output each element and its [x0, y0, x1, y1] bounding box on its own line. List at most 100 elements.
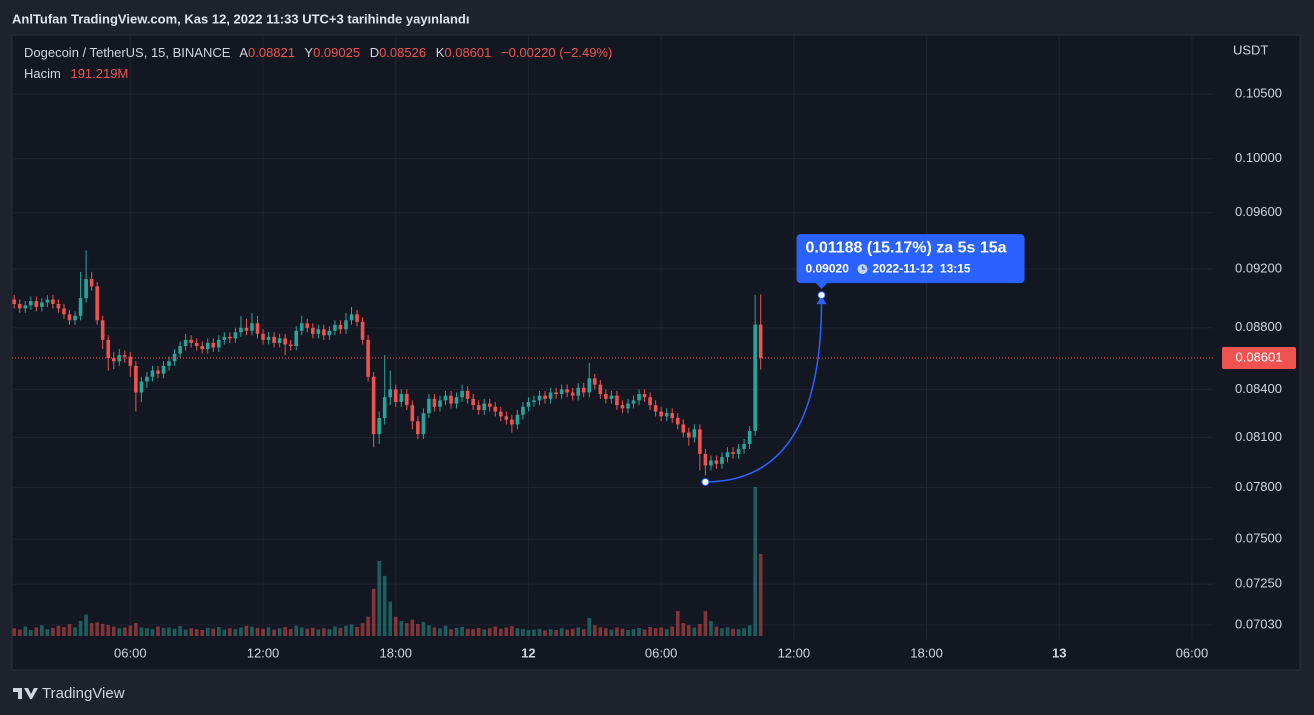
volume-bar: [128, 625, 133, 636]
candle-body: [283, 338, 287, 345]
candle-body: [311, 327, 315, 334]
high-value: 0.09025: [313, 45, 360, 60]
logo: TradingView: [13, 685, 125, 702]
x-tick-label: 13: [1052, 645, 1066, 660]
volume-bar: [272, 629, 276, 636]
candle-body: [322, 329, 326, 336]
volume-bar: [642, 629, 647, 636]
y-tick-label: 0.09200: [1235, 260, 1282, 275]
volume-bar: [482, 629, 487, 636]
candle-body: [421, 413, 426, 435]
volume-bar: [604, 628, 608, 636]
volume-bar: [211, 628, 216, 636]
volume-bar: [78, 620, 83, 636]
volume-bar: [537, 628, 542, 636]
x-tick-label: 06:00: [114, 645, 147, 660]
volume-bar: [244, 625, 249, 636]
candle-body: [399, 394, 404, 402]
candle-body: [261, 333, 265, 340]
candle-body: [637, 394, 641, 401]
volume-bar: [377, 560, 381, 636]
y-tick-label: 0.07500: [1235, 531, 1282, 546]
candle-body: [703, 453, 708, 466]
volume-bar: [84, 614, 88, 636]
volume-bar: [134, 623, 138, 636]
volume-bar: [189, 628, 193, 636]
volume-bar: [609, 629, 614, 636]
volume-bar: [510, 626, 514, 636]
candle-body: [200, 345, 205, 350]
candle-body: [161, 365, 166, 374]
candle-body: [615, 395, 619, 406]
volume-bar: [277, 628, 282, 636]
y-tick-label: 0.09600: [1235, 204, 1282, 219]
page-title: AnlTufan TradingView.com, Kas 12, 2022 1…: [12, 11, 469, 26]
candle-body: [338, 324, 343, 330]
volume-bar: [266, 627, 271, 636]
candle-body: [581, 387, 586, 393]
volume-bar: [598, 627, 603, 636]
volume-bar: [570, 628, 575, 636]
candle-body: [382, 397, 387, 418]
volume-bar: [150, 629, 155, 636]
volume-bar: [626, 629, 630, 636]
volume-bar: [288, 629, 293, 636]
candle-body: [371, 376, 376, 435]
candle-body: [40, 302, 44, 307]
y-tick-label: 0.07250: [1235, 576, 1282, 591]
volume-bar: [205, 627, 210, 636]
volume-bar: [56, 625, 61, 636]
candle-body: [360, 321, 365, 340]
y-tick-label: 0.08400: [1235, 381, 1282, 396]
candle-body: [753, 324, 757, 431]
x-tick-label: 12: [521, 645, 535, 660]
candle-body: [598, 384, 603, 395]
volume-bar: [731, 628, 735, 636]
candle-body: [405, 394, 409, 406]
candle-body: [67, 314, 72, 321]
volume-bar: [515, 628, 520, 636]
candle-body: [604, 394, 608, 399]
volume-bar: [217, 626, 221, 636]
volume-bar: [156, 626, 160, 636]
candle-body: [12, 299, 17, 304]
volume-bar: [421, 621, 426, 636]
candle-body: [648, 397, 652, 406]
last-price-label: 0.08601: [1236, 349, 1283, 364]
volume-bar: [366, 616, 370, 636]
volume-bar: [299, 627, 304, 636]
volume-bar: [145, 628, 149, 636]
annotation-box: [796, 234, 1025, 284]
candle-body: [294, 330, 299, 346]
candle-body: [167, 361, 171, 366]
volume-bar: [526, 629, 531, 636]
candle-body: [499, 411, 503, 417]
candle-body: [128, 356, 133, 366]
candle-body: [266, 336, 271, 340]
volume-bar: [487, 628, 492, 636]
ohlc-letter: Y: [304, 45, 313, 60]
candle-body: [427, 398, 431, 414]
x-tick-label: 12:00: [778, 645, 811, 660]
candle-body: [244, 327, 249, 331]
volume-bar: [548, 629, 553, 636]
volume-bar: [416, 623, 420, 636]
y-tick-label: 0.08800: [1235, 319, 1282, 334]
volume-bar: [183, 629, 188, 636]
volume-title: Hacim: [24, 66, 61, 81]
candle-body: [56, 303, 61, 309]
volume-bar: [23, 626, 28, 636]
candle-body: [687, 432, 691, 438]
volume-bar: [504, 627, 509, 636]
volume-bar: [333, 626, 337, 636]
candle-body: [233, 332, 238, 339]
annotation-text: 0.01188 (15.17%) za 5s 15a: [806, 239, 1007, 256]
volume-bar: [709, 620, 713, 636]
volume-bar: [161, 627, 166, 636]
candle-body: [222, 336, 227, 340]
volume-bar: [139, 627, 144, 636]
candle-body: [288, 344, 293, 346]
y-tick-label: 0.07030: [1235, 616, 1282, 631]
volume-bar: [250, 626, 254, 636]
candle-body: [725, 452, 730, 458]
